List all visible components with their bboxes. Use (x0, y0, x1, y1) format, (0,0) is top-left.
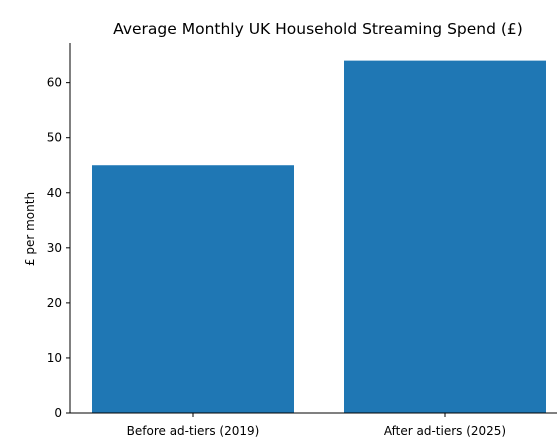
y-tick-label: 30 (47, 241, 62, 255)
y-tick-label: 60 (47, 76, 62, 90)
bar-1 (92, 165, 294, 413)
y-axis-label: £ per month (23, 192, 37, 266)
chart-title: Average Monthly UK Household Streaming S… (113, 20, 523, 38)
y-tick-label: 40 (47, 186, 62, 200)
y-tick-label: 10 (47, 351, 62, 365)
x-tick-label: After ad-tiers (2025) (384, 424, 506, 438)
x-tick-label: Before ad-tiers (2019) (127, 424, 260, 438)
y-axis-ticks: 0 10 20 30 40 50 60 (47, 76, 70, 420)
bars-group (92, 60, 546, 413)
x-axis-ticks: Before ad-tiers (2019) After ad-tiers (20… (127, 413, 506, 438)
y-tick-label: 50 (47, 131, 62, 145)
y-tick-label: 0 (54, 406, 62, 420)
y-tick-label: 20 (47, 296, 62, 310)
bar-2 (344, 60, 546, 413)
